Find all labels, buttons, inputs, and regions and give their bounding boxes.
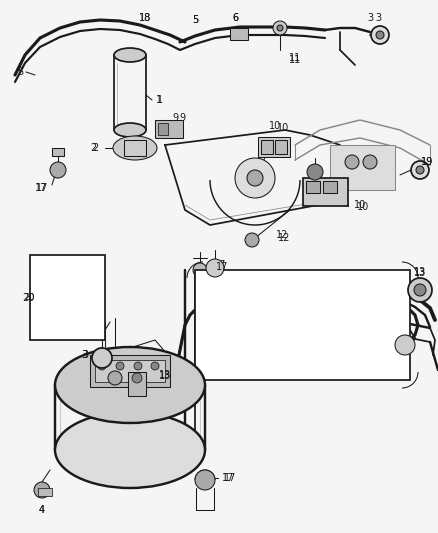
Text: 17: 17 [222,473,234,483]
Text: 10: 10 [269,121,281,131]
Ellipse shape [113,136,157,160]
Text: 3: 3 [375,13,381,23]
Text: 17: 17 [214,260,226,270]
Text: 13: 13 [414,268,426,278]
Text: 13: 13 [159,370,171,380]
Circle shape [98,362,106,370]
Text: 12: 12 [278,233,290,243]
Bar [90,355,170,387]
Text: 2: 2 [90,143,96,153]
Circle shape [116,362,124,370]
Circle shape [363,155,377,169]
Circle shape [92,348,112,368]
Ellipse shape [55,412,205,488]
Text: 2: 2 [92,143,98,153]
Circle shape [395,335,415,355]
Ellipse shape [114,123,146,137]
Text: 20: 20 [22,293,34,303]
Bar [303,178,348,206]
Text: 20: 20 [25,294,35,303]
Text: 9: 9 [179,113,185,123]
Text: 19: 19 [421,157,433,167]
Circle shape [408,278,432,302]
Bar [261,140,273,154]
Bar [52,148,64,156]
Text: 3: 3 [367,13,373,23]
Circle shape [151,362,159,370]
Bar [95,360,165,382]
Bar [124,140,146,156]
Bar [258,137,290,157]
Bar [275,140,287,154]
Circle shape [134,362,142,370]
Text: 10: 10 [277,123,289,133]
Text: 10: 10 [357,202,369,212]
Bar [230,28,248,40]
Bar [128,372,146,396]
Circle shape [277,25,283,31]
Text: 5: 5 [17,67,23,77]
Circle shape [235,158,275,198]
Circle shape [108,371,122,385]
Text: 1: 1 [156,95,162,105]
Bar [30,255,105,340]
Text: 17: 17 [36,183,48,193]
Circle shape [307,164,323,180]
Bar [38,488,52,496]
Text: 5: 5 [192,15,198,25]
Bar [195,270,410,380]
Circle shape [195,470,215,490]
Text: 3: 3 [81,350,87,360]
Text: 10: 10 [354,200,366,210]
Ellipse shape [114,48,146,62]
Text: 4: 4 [39,505,45,515]
Bar [330,145,395,190]
Circle shape [247,170,263,186]
Circle shape [245,233,259,247]
Text: 18: 18 [139,13,151,23]
Ellipse shape [55,347,205,423]
Text: 11: 11 [289,53,301,63]
Text: 12: 12 [276,230,288,240]
Circle shape [193,263,207,277]
Circle shape [34,482,50,498]
Text: 17: 17 [216,262,228,272]
Circle shape [411,161,429,179]
Text: 6: 6 [232,13,238,23]
Bar [155,120,183,138]
Text: 13: 13 [414,267,426,277]
Text: 19: 19 [421,157,433,167]
Circle shape [345,155,359,169]
Circle shape [414,284,426,296]
Bar [306,181,320,193]
Circle shape [273,21,287,35]
Text: 17: 17 [224,473,236,483]
Text: 18: 18 [139,13,151,23]
Text: 1: 1 [157,95,163,105]
Text: 9: 9 [172,113,178,123]
Bar [158,123,168,135]
Text: 11: 11 [289,55,301,65]
Circle shape [371,26,389,44]
Text: 13: 13 [159,371,171,381]
Text: 3: 3 [82,350,88,360]
Circle shape [416,166,424,174]
Circle shape [132,373,142,383]
Text: 6: 6 [232,13,238,23]
Circle shape [50,162,66,178]
Text: 5: 5 [192,15,198,25]
Text: 17: 17 [35,183,47,193]
Bar [323,181,337,193]
Circle shape [206,259,224,277]
Text: 4: 4 [39,505,45,515]
Circle shape [376,31,384,39]
